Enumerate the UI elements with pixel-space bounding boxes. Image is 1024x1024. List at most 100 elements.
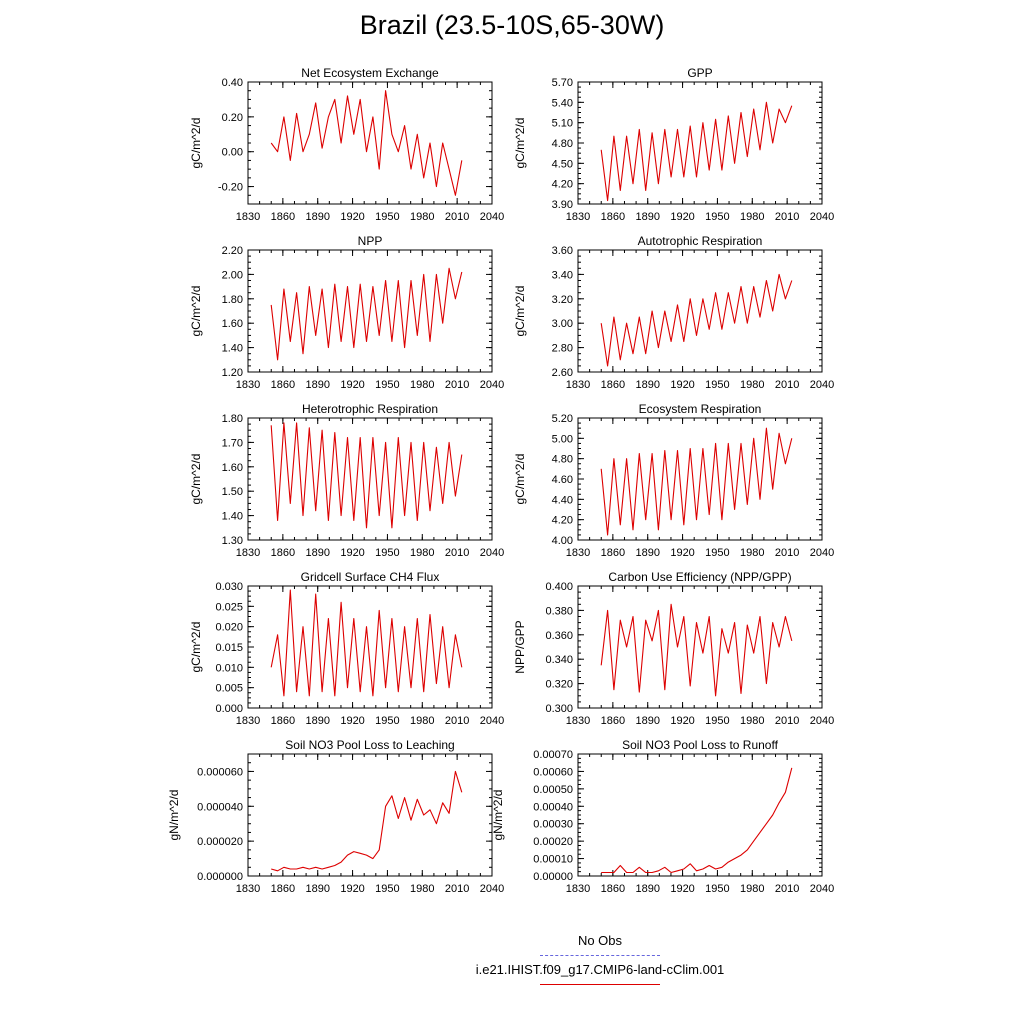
panel-10-xtick-label: 1830 <box>566 883 590 895</box>
panel-10-series-line <box>601 767 793 874</box>
panel-9-series-line <box>271 770 463 872</box>
panel-8-xtick-label: 1830 <box>566 715 590 727</box>
panel-5-xtick-label: 1860 <box>271 547 295 559</box>
panel-5-xtick-label: 1980 <box>410 547 434 559</box>
panel-10-ytick-label: 0.00050 <box>533 784 573 796</box>
panel-4-ylabel: gC/m^2/d <box>513 286 527 337</box>
panel-5-xtick-label: 1920 <box>340 547 364 559</box>
panel-7-xtick-label: 2010 <box>445 715 469 727</box>
legend-obs-line <box>540 955 660 956</box>
panel-6-title: Ecosystem Respiration <box>639 402 762 416</box>
panel-7-ylabel: gC/m^2/d <box>189 622 203 673</box>
panel-3-ytick-label: 2.20 <box>222 245 243 257</box>
panel-2-xtick-label: 1950 <box>705 211 729 223</box>
panel-5-ytick-label: 1.50 <box>222 486 243 498</box>
panel-1-xtick-label: 1980 <box>410 211 434 223</box>
panel-3-xtick-label: 1860 <box>271 379 295 391</box>
panel-3-xtick-label: 1830 <box>236 379 260 391</box>
panel-10-ytick-label: 0.00070 <box>533 749 573 761</box>
panel-1-title: Net Ecosystem Exchange <box>301 66 439 80</box>
panel-1-xtick-label: 1830 <box>236 211 260 223</box>
panel-6-ytick-label: 5.00 <box>552 433 573 445</box>
panel-3-xtick-label: 1890 <box>305 379 329 391</box>
panel-8-xtick-label: 1890 <box>635 715 659 727</box>
panel-8-series-line <box>600 603 793 697</box>
panel-4-xtick-label: 2040 <box>810 379 834 391</box>
panel-5-ytick-label: 1.80 <box>222 413 243 425</box>
panel-1-ylabel: gC/m^2/d <box>189 118 203 169</box>
panel-10-xtick-label: 2040 <box>810 883 834 895</box>
panel-2-series-line <box>600 101 793 202</box>
panel-5-series-line <box>270 422 463 529</box>
panel-10-xtick-label: 1980 <box>740 883 764 895</box>
panel-4-series-line <box>600 273 793 367</box>
panel-10-xtick-label: 1860 <box>601 883 625 895</box>
panel-5-ytick-label: 1.40 <box>222 511 243 523</box>
panel-6-ytick-label: 4.80 <box>552 454 573 466</box>
panel-10-xtick-label: 1890 <box>635 883 659 895</box>
panel-3-ytick-label: 1.40 <box>222 343 243 355</box>
panel-3-ytick-label: 1.60 <box>222 318 243 330</box>
panel-2-title: GPP <box>687 66 712 80</box>
panel-1-xtick-label: 1950 <box>375 211 399 223</box>
panel-4-ytick-label: 3.00 <box>552 318 573 330</box>
panel-5-ytick-label: 1.60 <box>222 462 243 474</box>
panel-8-ytick-label: 0.400 <box>545 581 573 593</box>
panel-10-ytick-label: 0.00040 <box>533 801 573 813</box>
panel-7-ytick-label: 0.015 <box>215 642 243 654</box>
panel-10-ytick-label: 0.00020 <box>533 836 573 848</box>
panel-4-xtick-label: 1830 <box>566 379 590 391</box>
panel-1-ytick-label: 0.20 <box>222 112 243 124</box>
panel-6-series-line <box>600 427 793 536</box>
panel-8-title: Carbon Use Efficiency (NPP/GPP) <box>608 570 791 584</box>
panel-9-ytick-label: 0.000060 <box>197 766 243 778</box>
panel-7-ytick-label: 0.005 <box>215 683 243 695</box>
panel-8-xtick-label: 1980 <box>740 715 764 727</box>
panel-9-xtick-label: 1950 <box>375 883 399 895</box>
panel-4-ytick-label: 2.80 <box>552 343 573 355</box>
panel-8-ylabel: NPP/GPP <box>513 620 527 673</box>
legend-model-label: i.e21.IHIST.f09_g17.CMIP6-land-cClim.001 <box>475 962 725 977</box>
panel-6-xtick-label: 2010 <box>775 547 799 559</box>
panel-6-xtick-label: 1860 <box>601 547 625 559</box>
panel-6-ytick-label: 4.40 <box>552 494 573 506</box>
panel-3-xtick-label: 1920 <box>340 379 364 391</box>
panel-4-ytick-label: 2.60 <box>552 367 573 379</box>
panel-1-ytick-label: 0.40 <box>222 77 243 89</box>
panel-7-xtick-label: 1980 <box>410 715 434 727</box>
panel-9-ytick-label: 0.000020 <box>197 836 243 848</box>
panel-8-ytick-label: 0.360 <box>545 630 573 642</box>
panel-6-xtick-label: 1920 <box>670 547 694 559</box>
panel-2-xtick-label: 1920 <box>670 211 694 223</box>
panel-8-ytick-label: 0.340 <box>545 654 573 666</box>
panel-4-frame <box>577 249 823 373</box>
panel-1-xtick-label: 2040 <box>480 211 504 223</box>
panel-9-xtick-label: 1830 <box>236 883 260 895</box>
panel-1-xtick-label: 1890 <box>305 211 329 223</box>
panel-6-ytick-label: 4.20 <box>552 515 573 527</box>
panel-5-ylabel: gC/m^2/d <box>189 454 203 505</box>
panel-8-xtick-label: 1920 <box>670 715 694 727</box>
panel-5-xtick-label: 1950 <box>375 547 399 559</box>
panel-6-xtick-label: 1950 <box>705 547 729 559</box>
panel-8-xtick-label: 1950 <box>705 715 729 727</box>
panel-10-title: Soil NO3 Pool Loss to Runoff <box>622 738 779 752</box>
panel-3-title: NPP <box>358 234 383 248</box>
panel-4-ytick-label: 3.40 <box>552 269 573 281</box>
panel-7-series-line <box>270 589 463 697</box>
panel-10-xtick-label: 1920 <box>670 883 694 895</box>
panel-8-ytick-label: 0.300 <box>545 703 573 715</box>
panel-6-xtick-label: 1830 <box>566 547 590 559</box>
panel-7-xtick-label: 1920 <box>340 715 364 727</box>
panel-2-ytick-label: 4.50 <box>552 158 573 170</box>
panel-4-xtick-label: 1890 <box>635 379 659 391</box>
panel-2-xtick-label: 1890 <box>635 211 659 223</box>
panel-1-xtick-label: 1860 <box>271 211 295 223</box>
panel-2-ytick-label: 3.90 <box>552 199 573 211</box>
panel-5-title: Heterotrophic Respiration <box>302 402 438 416</box>
figure-title: Brazil (23.5-10S,65-30W) <box>359 10 665 40</box>
panel-2-ytick-label: 5.40 <box>552 97 573 109</box>
legend-model-line <box>540 984 660 985</box>
panel-5-ytick-label: 1.30 <box>222 535 243 547</box>
panel-7-ytick-label: 0.020 <box>215 622 243 634</box>
